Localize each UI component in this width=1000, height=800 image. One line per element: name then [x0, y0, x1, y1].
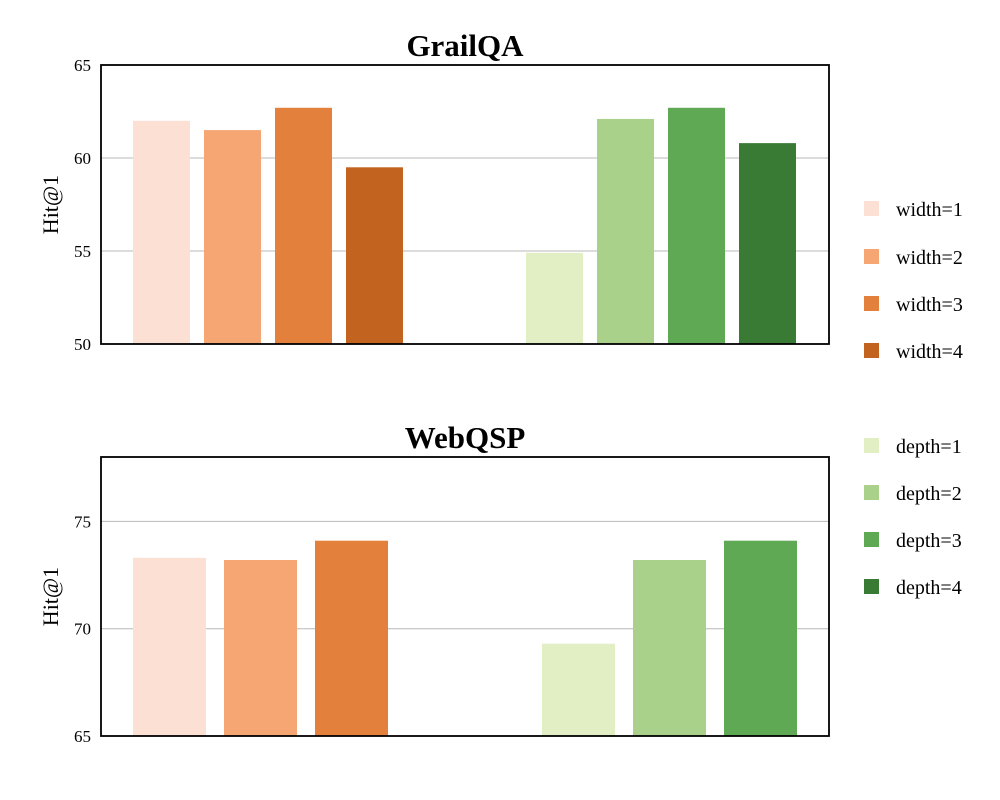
webqsp-ytick-label: 70 — [74, 620, 91, 639]
grailqa-bar-width-4 — [346, 167, 403, 344]
grailqa-ytick-label: 65 — [74, 56, 91, 75]
grailqa-panel: 50 55 60 65 GrailQA Hit@1 — [38, 28, 830, 354]
grailqa-ytick-label: 55 — [74, 242, 91, 261]
webqsp-panel: 65 70 75 WebQSP Hit@1 — [38, 420, 830, 746]
legend-label-width-2: width=2 — [896, 247, 963, 269]
webqsp-bar-depth-3 — [724, 540, 797, 736]
webqsp-plot-frame — [100, 456, 830, 737]
legend-label-depth-1: depth=1 — [896, 436, 962, 458]
legend-swatch-depth-2 — [864, 485, 879, 500]
webqsp-ylabel: Hit@1 — [38, 567, 63, 626]
legend-label-depth-2: depth=2 — [896, 483, 962, 505]
webqsp-ytick-label: 75 — [74, 512, 91, 531]
grailqa-chart-title: GrailQA — [406, 28, 524, 63]
legend-label-width-1: width=1 — [896, 199, 963, 221]
grailqa-bar-depth-3 — [668, 107, 725, 344]
grailqa-ylabel: Hit@1 — [38, 175, 63, 234]
grailqa-plot-frame — [100, 64, 830, 345]
webqsp-bar-width-2 — [224, 560, 297, 736]
grailqa-bar-depth-2 — [597, 118, 654, 344]
grailqa-ytick-label: 60 — [74, 149, 91, 168]
webqsp-bar-width-1 — [133, 557, 206, 736]
grailqa-bar-depth-4 — [739, 143, 796, 344]
webqsp-chart-title: WebQSP — [405, 420, 526, 455]
legend-swatch-width-2 — [864, 249, 879, 264]
legend-swatch-width-4 — [864, 343, 879, 358]
webqsp-bar-width-3 — [315, 540, 388, 736]
webqsp-bar-depth-2 — [633, 560, 706, 736]
legend-swatch-depth-1 — [864, 438, 879, 453]
grailqa-bar-depth-1 — [526, 252, 583, 344]
legend-label-width-4: width=4 — [896, 341, 963, 363]
legend-label-width-3: width=3 — [896, 294, 963, 316]
grailqa-bar-width-2 — [204, 130, 261, 344]
grailqa-bar-width-3 — [275, 107, 332, 344]
webqsp-ytick-label: 65 — [74, 727, 91, 746]
legend-swatch-depth-4 — [864, 579, 879, 594]
legend-swatch-depth-3 — [864, 532, 879, 547]
webqsp-bar-depth-1 — [542, 643, 615, 736]
grailqa-ytick-label: 50 — [74, 335, 91, 354]
legend-swatch-width-1 — [864, 201, 879, 216]
legend: width=1 width=2 width=3 width=4 depth=1 depth… — [864, 199, 963, 599]
legend-swatch-width-3 — [864, 296, 879, 311]
legend-label-depth-4: depth=4 — [896, 577, 962, 599]
grailqa-bar-width-1 — [133, 120, 190, 344]
legend-label-depth-3: depth=3 — [896, 530, 962, 552]
